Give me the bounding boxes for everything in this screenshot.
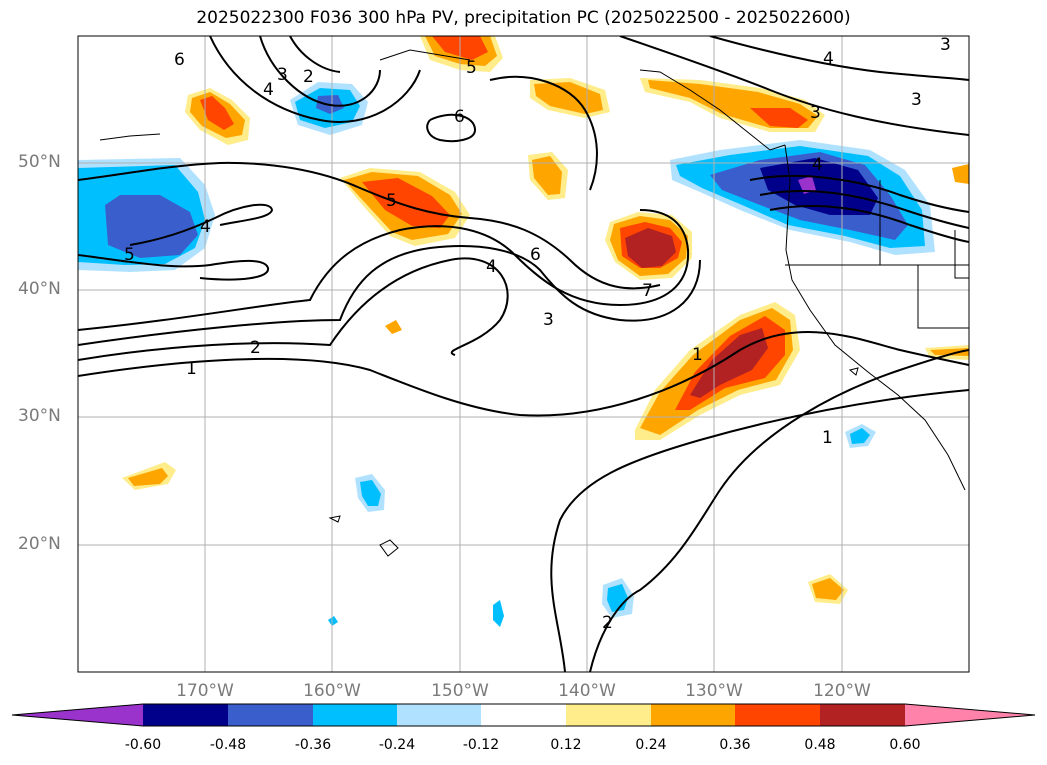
colorbar-tick-label: -0.12: [462, 737, 500, 753]
contour-label: 4: [263, 80, 274, 100]
lon-label: 140°W: [558, 681, 616, 701]
contour-label: 1: [186, 359, 197, 379]
lon-label: 130°W: [685, 681, 743, 701]
colorbar-segment: [820, 704, 905, 726]
contour-label: 4: [200, 217, 211, 237]
precip-negative-small: [328, 424, 876, 627]
colorbar-segment: [228, 704, 313, 726]
contour-label: 2: [602, 613, 613, 633]
lat-label: 30°N: [18, 406, 61, 426]
colorbar-tick-label: 0.24: [635, 737, 667, 753]
contour-label: 5: [466, 58, 477, 78]
contour-label: 3: [543, 310, 554, 330]
contour-label: 6: [174, 50, 185, 70]
contour-label: 4: [812, 155, 823, 175]
contour-label: 3: [277, 65, 288, 85]
contour-label: 6: [454, 107, 465, 127]
contour-label: 2: [250, 338, 261, 358]
colorbar-outline: [11, 703, 1036, 727]
colorbar-tick-label: -0.24: [378, 737, 416, 753]
contour-label: 4: [486, 257, 497, 277]
colorbar-segment: [651, 704, 735, 726]
graticule: [78, 36, 969, 672]
colorbar-segment: [566, 704, 651, 726]
precip-positive-alaska: [640, 78, 969, 184]
precip-positive-gulf: [340, 168, 470, 246]
contour-label: 7: [642, 281, 653, 301]
precip-negative-pacnw: [670, 140, 935, 255]
lon-label: 170°W: [176, 681, 234, 701]
lat-label: 20°N: [18, 534, 61, 554]
lon-label: 160°W: [303, 681, 361, 701]
contour-label: 3: [940, 35, 951, 55]
lon-label: 150°W: [431, 681, 489, 701]
colorbar-tick-label: 0.60: [889, 737, 921, 753]
contour-label: 3: [810, 103, 821, 123]
pv-contours: [78, 36, 969, 672]
colorbar-segment: [313, 704, 397, 726]
lat-label: 40°N: [18, 279, 61, 299]
precip-negative-west: [78, 158, 215, 272]
colorbar-tick-label: 0.36: [719, 737, 751, 753]
contour-label: 1: [822, 428, 833, 448]
colorbar-segment: [143, 704, 228, 726]
precip-positive-center: [605, 212, 692, 280]
colorbar-tick-label: -0.48: [209, 737, 247, 753]
map-title: 2025022300 F036 300 hPa PV, precipitatio…: [196, 8, 851, 28]
colorbar-segment: [481, 704, 566, 726]
contour-label: 4: [823, 49, 834, 69]
colorbar-under-triangle: [12, 704, 143, 726]
colorbar-over-triangle: [905, 704, 1035, 726]
contour-label: 2: [303, 67, 314, 87]
colorbar-tick-label: -0.36: [294, 737, 332, 753]
contour-label: 5: [124, 245, 135, 265]
colorbar-tick-label: -0.60: [124, 737, 162, 753]
colorbar-tick-label: 0.48: [804, 737, 836, 753]
colorbar-tick-label: 0.12: [550, 737, 582, 753]
contour-label: 1: [692, 345, 703, 365]
contour-label: 5: [386, 191, 397, 211]
precip-positive-west-aleutian: [185, 88, 250, 145]
colorbar-segment: [735, 704, 820, 726]
colorbar-segment: [397, 704, 481, 726]
contour-labels: 6 3 2 4 5 6 4 3 3 3 5 4 6 7 4 3 1 2 1 5 …: [124, 35, 951, 633]
lon-label: 120°W: [813, 681, 871, 701]
map-frame: [77, 35, 970, 673]
contour-label: 6: [530, 245, 541, 265]
lat-label: 50°N: [18, 152, 61, 172]
colorbar: [11, 703, 1036, 727]
precip-positive-small: [122, 320, 969, 604]
coastlines: [99, 49, 969, 557]
contour-label: 3: [911, 90, 922, 110]
